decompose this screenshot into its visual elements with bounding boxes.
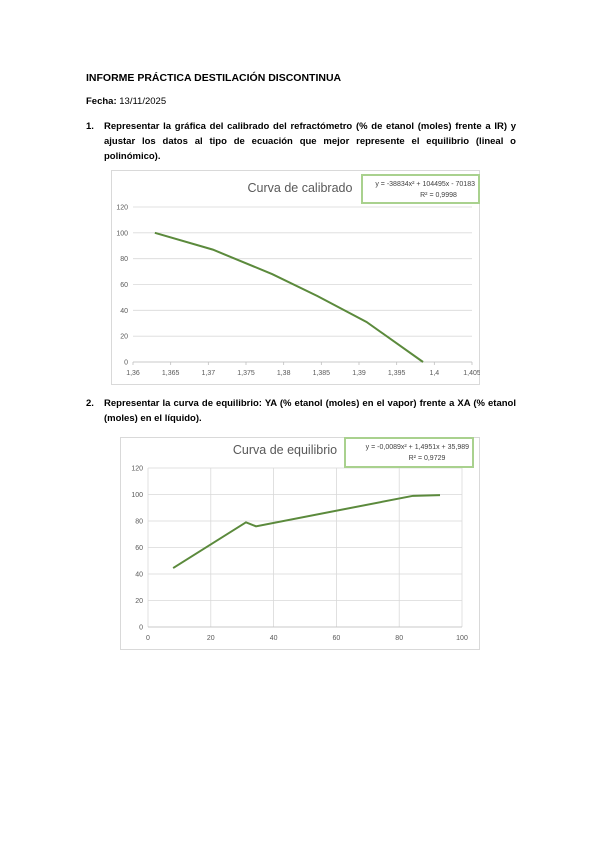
y-tick-label: 20: [120, 334, 128, 341]
x-tick-label: 40: [270, 635, 278, 642]
x-tick-label: 1,365: [162, 370, 180, 377]
x-tick-label: 60: [333, 635, 341, 642]
x-tick-label: 1,36: [126, 370, 140, 377]
item-number: 2.: [86, 398, 94, 409]
equation-box: [361, 174, 480, 204]
data-line: [172, 494, 441, 569]
item: 1. Representar la gráfica del calibrado d…: [86, 119, 516, 164]
y-tick-label: 0: [124, 360, 128, 367]
y-tick-label: 100: [116, 230, 128, 237]
x-tick-label: 1,395: [388, 370, 406, 377]
chart: 0 20 40 60 80 100 120 1,36 1,365 1,37 1,375 1,38 1,3…: [111, 170, 480, 385]
y-tick-label: 120: [131, 466, 143, 473]
item-text: Representar la curva de equilibrio: YA (…: [104, 398, 516, 424]
item-number: 1.: [86, 121, 94, 132]
x-tick-label: 0: [146, 635, 150, 642]
data-line: [154, 231, 424, 363]
x-tick-label: 80: [395, 635, 403, 642]
y-tick-label: 40: [135, 572, 143, 579]
chart-title: Curva de equilibrio: [233, 443, 337, 457]
date: 13/11/2025: [119, 96, 167, 107]
equation-box: [344, 437, 474, 468]
y-tick-label: 20: [135, 598, 143, 605]
x-tick-label: 1,38: [277, 370, 291, 377]
x-tick-label: 1,37: [202, 370, 216, 377]
x-tick-label: 100: [456, 635, 468, 642]
y-tick-label: 40: [120, 308, 128, 315]
x-tick-label: 20: [207, 635, 215, 642]
x-tick-label: 1,405: [463, 370, 480, 377]
x-tick-label: 1,4: [429, 370, 439, 377]
y-tick-label: 0: [139, 625, 143, 632]
r-squared: R² = 0,9729: [409, 455, 446, 462]
date-line: Fecha: 13/11/2025: [86, 96, 166, 107]
equation: y = -38834x² + 104495x - 70183: [375, 181, 475, 188]
y-tick-label: 100: [131, 492, 143, 499]
x-tick-label: 1,39: [352, 370, 366, 377]
date-label: Fecha:: [86, 96, 117, 107]
chart-title: Curva de calibrado: [248, 181, 353, 195]
equation: y = -0,0089x² + 1,4951x + 35,989: [366, 444, 469, 451]
item: 2. Representar la curva de equilibrio: YA…: [86, 396, 516, 426]
chart-frame: [111, 170, 480, 385]
y-tick-label: 80: [135, 519, 143, 526]
y-tick-label: 120: [116, 205, 128, 212]
r-squared: R² = 0,9998: [420, 192, 457, 199]
chart-frame: [120, 437, 480, 650]
y-tick-label: 80: [120, 256, 128, 263]
x-tick-label: 1,375: [237, 370, 255, 377]
report-title: INFORME PRÁCTICA DESTILACIÓN DISCONTINUA: [86, 72, 342, 84]
item-text: Representar la gráfica del calibrado del…: [104, 121, 516, 162]
y-tick-label: 60: [120, 282, 128, 289]
y-tick-label: 60: [135, 545, 143, 552]
chart: 0 20 40 60 80 100 120 0 20 40 60 80 100 Curva de equi…: [120, 437, 480, 650]
x-tick-label: 1,385: [313, 370, 331, 377]
